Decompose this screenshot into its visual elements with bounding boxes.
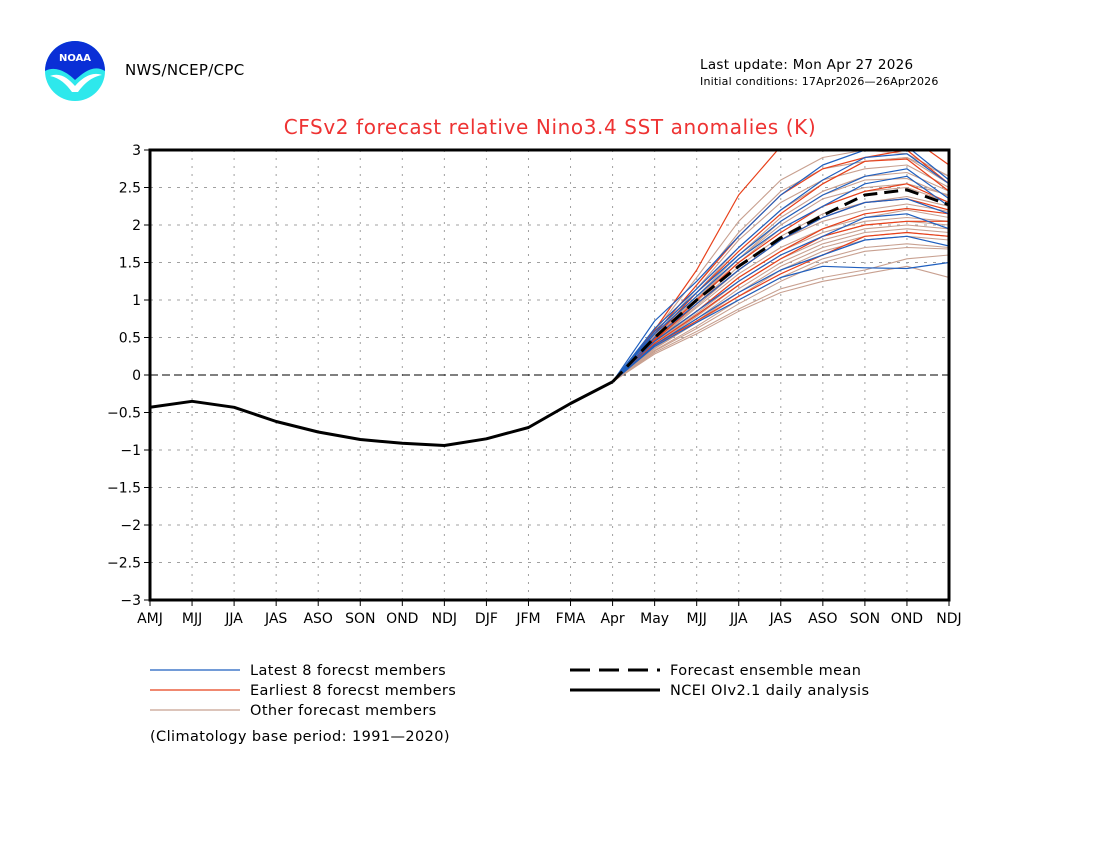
y-tick-label: 0.5 xyxy=(119,331,141,347)
x-tick-label: SON xyxy=(345,611,375,627)
legend-label: NCEI OIv2.1 daily analysis xyxy=(670,683,869,699)
earliest-member-line xyxy=(612,150,949,383)
earliest-member-line xyxy=(612,158,949,383)
x-tick-label: May xyxy=(640,611,669,627)
y-tick-label: −2.5 xyxy=(107,556,141,572)
latest-member-line xyxy=(612,150,949,383)
ensemble-mean-line xyxy=(611,188,949,383)
x-tick-label: MJJ xyxy=(687,611,707,627)
x-tick-label: ASO xyxy=(303,611,332,627)
x-tick-label: MJJ xyxy=(182,611,202,627)
earliest-member-line xyxy=(612,220,949,383)
other-member-line xyxy=(612,186,949,383)
y-tick-label: 3 xyxy=(132,143,141,159)
x-tick-label: OND xyxy=(386,611,418,627)
other-member-line xyxy=(612,246,949,383)
organization-label: NWS/NCEP/CPC xyxy=(125,61,245,79)
x-tick-label: AMJ xyxy=(137,611,163,627)
x-tick-label: JAS xyxy=(769,611,792,627)
chart-title: CFSv2 forecast relative Nino3.4 SST anom… xyxy=(283,115,817,139)
legend-label: Latest 8 forecst members xyxy=(250,663,446,679)
latest-member-line xyxy=(612,175,949,383)
x-tick-label: NDJ xyxy=(432,611,457,627)
latest-member-line xyxy=(612,261,949,383)
y-tick-label: −1 xyxy=(120,443,141,459)
x-tick-label: ASO xyxy=(808,611,837,627)
x-tick-label: JJA xyxy=(224,611,243,627)
y-tick-label: 2 xyxy=(132,218,141,234)
last-update-label: Last update: Mon Apr 27 2026 xyxy=(700,57,914,73)
y-tick-label: 1.5 xyxy=(119,256,141,272)
y-tick-label: −0.5 xyxy=(107,406,141,422)
x-tick-label: NDJ xyxy=(936,611,961,627)
logo-blue-cap xyxy=(45,41,105,80)
earliest-members-group xyxy=(612,150,949,383)
earliest-member-line xyxy=(612,231,949,383)
ensemble-mean-group xyxy=(611,188,949,383)
observed-group xyxy=(150,380,614,447)
observed-analysis-line xyxy=(150,380,614,447)
latest-member-line xyxy=(612,213,949,383)
latest-member-line xyxy=(612,235,949,383)
other-member-line xyxy=(612,164,949,383)
climatology-footnote: (Climatology base period: 1991—2020) xyxy=(150,729,450,745)
x-tick-label: JJA xyxy=(729,611,748,627)
latest-member-line xyxy=(612,198,949,383)
x-tick-label: Apr xyxy=(600,611,624,627)
x-tick-label: SON xyxy=(850,611,880,627)
y-tick-label: 0 xyxy=(132,368,141,384)
y-tick-label: −3 xyxy=(120,593,141,609)
y-tick-label: −1.5 xyxy=(107,481,141,497)
y-tick-label: 2.5 xyxy=(119,181,141,197)
legend: Latest 8 forecst members Earliest 8 forec… xyxy=(150,663,869,745)
legend-label: Forecast ensemble mean xyxy=(670,663,861,679)
x-tick-label: JAS xyxy=(264,611,287,627)
x-axis: AMJ MJJ JJA JAS ASO SON OND NDJ DJF JFM FMA Apr May M… xyxy=(137,600,962,627)
logo-gull-icon xyxy=(50,73,102,92)
y-axis: 3 2.5 2 1.5 1 0.5 0 −0.5 −1 −1.5 −2 −2.5 −3 xyxy=(107,143,150,609)
x-tick-label: OND xyxy=(891,611,923,627)
latest-member-line xyxy=(612,168,949,383)
logo-text: NOAA xyxy=(59,53,91,64)
noaa-logo: NOAA xyxy=(45,41,105,101)
initial-conditions-label: Initial conditions: 17Apr2026—26Apr2026 xyxy=(700,75,939,88)
y-tick-label: 1 xyxy=(132,293,141,309)
other-member-line xyxy=(612,220,949,383)
x-tick-label: FMA xyxy=(556,611,586,627)
y-tick-label: −2 xyxy=(120,518,141,534)
latest-member-line xyxy=(612,153,949,383)
legend-label: Earliest 8 forecst members xyxy=(250,683,456,699)
other-member-line xyxy=(612,209,949,383)
latest-members-group xyxy=(612,150,949,383)
other-member-line xyxy=(612,254,949,383)
x-tick-label: JFM xyxy=(515,611,540,627)
legend-label: Other forecast members xyxy=(250,703,437,719)
x-tick-label: DJF xyxy=(475,611,498,627)
